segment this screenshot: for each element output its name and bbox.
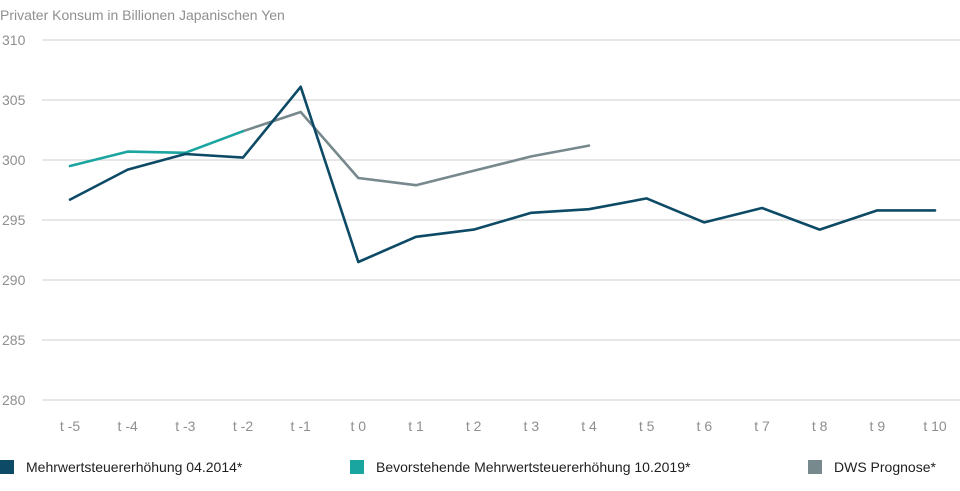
x-tick-label: t -5	[60, 418, 80, 434]
x-tick-label: t 5	[639, 418, 655, 434]
x-axis: t -5 t -4 t -3 t -2 t -1 t 0 t 1 t 2 t 3 t 4 t 5 t …	[60, 418, 947, 434]
y-tick-label: 310	[2, 32, 26, 48]
legend: Mehrwertsteuererhöhung 04.2014* Bevorsteh…	[0, 459, 936, 475]
series-lines	[68, 85, 937, 264]
legend-swatch	[350, 460, 364, 474]
legend-swatch	[808, 460, 822, 474]
x-tick-label: t -1	[291, 418, 311, 434]
x-tick-label: t 10	[923, 418, 947, 434]
x-tick-label: t -3	[175, 418, 195, 434]
x-tick-label: t -2	[233, 418, 253, 434]
y-tick-label: 295	[2, 212, 26, 228]
legend-item-0: Mehrwertsteuererhöhung 04.2014*	[0, 459, 243, 475]
y-tick-label: 285	[2, 332, 26, 348]
legend-label: Bevorstehende Mehrwertsteuererhöhung 10.…	[376, 459, 691, 475]
legend-item-1: Bevorstehende Mehrwertsteuererhöhung 10.…	[350, 459, 691, 475]
y-tick-label: 300	[2, 152, 26, 168]
y-tick-label: 280	[2, 392, 26, 408]
x-tick-label: t 2	[466, 418, 482, 434]
y-tick-label: 305	[2, 92, 26, 108]
x-tick-label: t 9	[870, 418, 886, 434]
grid	[42, 39, 960, 401]
legend-item-2: DWS Prognose*	[808, 459, 936, 475]
series-line-2	[241, 110, 591, 187]
x-tick-label: t 3	[524, 418, 540, 434]
legend-swatch	[0, 460, 14, 474]
chart-title: Privater Konsum in Billionen Japanischen…	[0, 7, 285, 23]
legend-label: Mehrwertsteuererhöhung 04.2014*	[26, 459, 243, 475]
x-tick-label: t 4	[581, 418, 597, 434]
x-tick-label: t 6	[697, 418, 713, 434]
x-tick-label: t 8	[812, 418, 828, 434]
y-tick-label: 290	[2, 272, 26, 288]
y-axis: 280 285 290 295 300 305 310	[2, 32, 26, 408]
series-line-1	[68, 129, 245, 168]
x-tick-label: t -4	[118, 418, 138, 434]
x-tick-label: t 7	[754, 418, 770, 434]
x-tick-label: t 0	[351, 418, 367, 434]
series-line-0	[68, 85, 937, 264]
legend-label: DWS Prognose*	[834, 459, 936, 475]
x-tick-label: t 1	[408, 418, 424, 434]
